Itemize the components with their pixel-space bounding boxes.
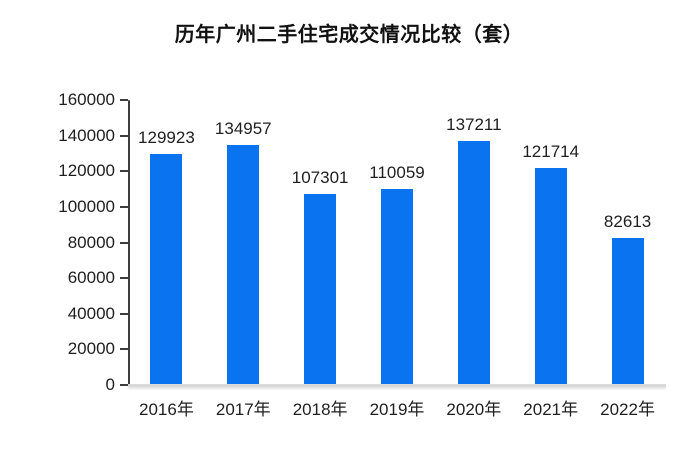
bar <box>611 237 644 384</box>
y-axis-tick-label: 120000 <box>58 161 115 181</box>
y-axis-tick <box>120 312 128 315</box>
bar-value-label: 121714 <box>522 142 580 162</box>
x-axis-category-label: 2022年 <box>600 400 655 419</box>
y-axis-tick-label: 20000 <box>67 339 115 359</box>
y-axis-line <box>128 100 130 387</box>
bar <box>304 193 337 384</box>
y-axis-tick <box>120 170 128 173</box>
y-axis-tick <box>120 277 128 280</box>
y-axis-tick <box>120 384 128 386</box>
x-axis-line <box>128 384 666 387</box>
y-axis-tick-label: 160000 <box>58 90 115 109</box>
y-axis-tick-label: 100000 <box>58 196 115 216</box>
bar <box>457 140 490 384</box>
x-axis-category-label: 2018年 <box>292 400 348 419</box>
bar <box>534 168 567 384</box>
bar-value-label: 82613 <box>603 211 652 231</box>
bar-value-label: 134957 <box>214 118 272 138</box>
chart-title: 历年广州二手住宅成交情况比较（套） <box>174 24 524 46</box>
bar-value-label: 137211 <box>446 114 502 134</box>
bar <box>150 153 183 384</box>
bar-value-label: 110059 <box>369 162 425 182</box>
y-axis-tick <box>120 134 128 137</box>
y-axis-tick <box>120 348 128 351</box>
x-axis-category-label: 2020年 <box>446 400 502 419</box>
y-axis-tick-label: 140000 <box>58 125 115 145</box>
bar <box>381 188 413 384</box>
y-axis-tick <box>120 205 128 208</box>
y-axis-tick <box>120 241 128 244</box>
y-axis-tick-label: 0 <box>105 375 115 394</box>
y-axis-tick-label: 60000 <box>67 268 115 288</box>
y-axis-tick-label: 40000 <box>67 303 115 323</box>
x-axis-category-label: 2019年 <box>369 400 425 419</box>
x-axis-category-label: 2016年 <box>139 400 194 419</box>
bar <box>227 144 260 384</box>
bar-value-label: 129923 <box>138 127 195 147</box>
y-axis-tick-label: 80000 <box>67 232 115 252</box>
y-axis-tick <box>120 99 128 101</box>
bar-value-label: 107301 <box>291 167 349 187</box>
x-axis-category-label: 2021年 <box>523 400 579 419</box>
x-axis-category-label: 2017年 <box>215 400 271 419</box>
